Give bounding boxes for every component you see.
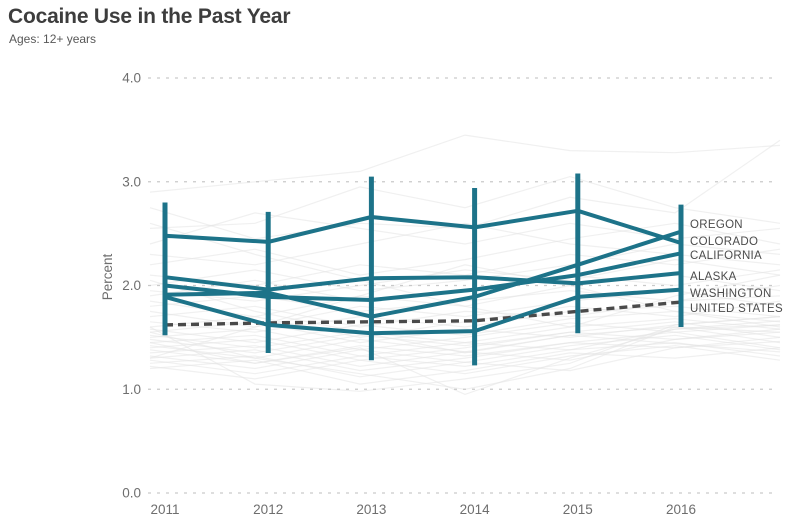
chart-subtitle: Ages: 12+ years [9,32,97,46]
background-line-5 [149,222,781,276]
y-tick-label: 1.0 [122,382,141,397]
background-line-36 [149,264,781,359]
legend-item-washington: WASHINGTON [690,288,772,300]
x-tick-label-2015: 2015 [563,502,593,517]
legend-item-oregon: OREGON [690,219,743,231]
series-line-alaska[interactable] [164,271,682,292]
legend-item-colorado: COLORADO [690,236,759,248]
highlighted-series [164,208,682,336]
axis-labels: 0.0 1.0 2.0 3.0 4.0 2011 2012 2013 2014 2015 2016 P… [100,71,696,518]
chart-title: Cocaine Use in the Past Year [8,5,291,28]
background-line-35 [149,222,781,328]
legend-item-california: CALIFORNIA [690,250,763,262]
year-range-bars [162,173,684,366]
background-line-20 [149,321,781,354]
background-line-3 [149,212,781,245]
x-tick-label-2011: 2011 [150,502,179,517]
y-tick-label: 2.0 [122,278,141,293]
x-tick-label-2016: 2016 [666,502,696,517]
background-line-33 [149,316,781,392]
series-line-washington[interactable] [164,287,682,336]
background-line-0 [149,134,781,193]
x-tick-label-2013: 2013 [356,502,386,517]
background-line-34 [149,324,781,396]
background-line-8 [149,258,781,302]
background-line-31 [149,347,781,385]
background-line-29 [149,340,781,378]
y-tick-label: 0.0 [122,486,141,501]
background-line-28 [149,341,781,375]
background-line-6 [149,248,781,287]
series-line-california[interactable] [164,251,682,302]
series-line-colorado[interactable] [164,208,682,245]
background-state-lines [149,134,781,396]
background-line-25 [149,331,781,368]
legend-item-united-states: UNITED STATES [690,303,783,315]
legend-item-alaska: ALASKA [690,271,737,283]
series-line-united-states[interactable] [164,300,682,327]
gridlines [148,77,778,494]
background-line-30 [149,345,781,380]
x-tick-label-2014: 2014 [460,502,491,517]
y-tick-label: 4.0 [122,71,141,86]
y-tick-label: 3.0 [122,174,141,189]
background-line-14 [149,305,781,333]
background-line-7 [149,243,781,292]
x-tick-label-2012: 2012 [253,502,283,517]
background-line-37 [149,279,781,354]
background-line-1 [149,175,781,229]
y-axis-title: Percent [100,253,115,300]
